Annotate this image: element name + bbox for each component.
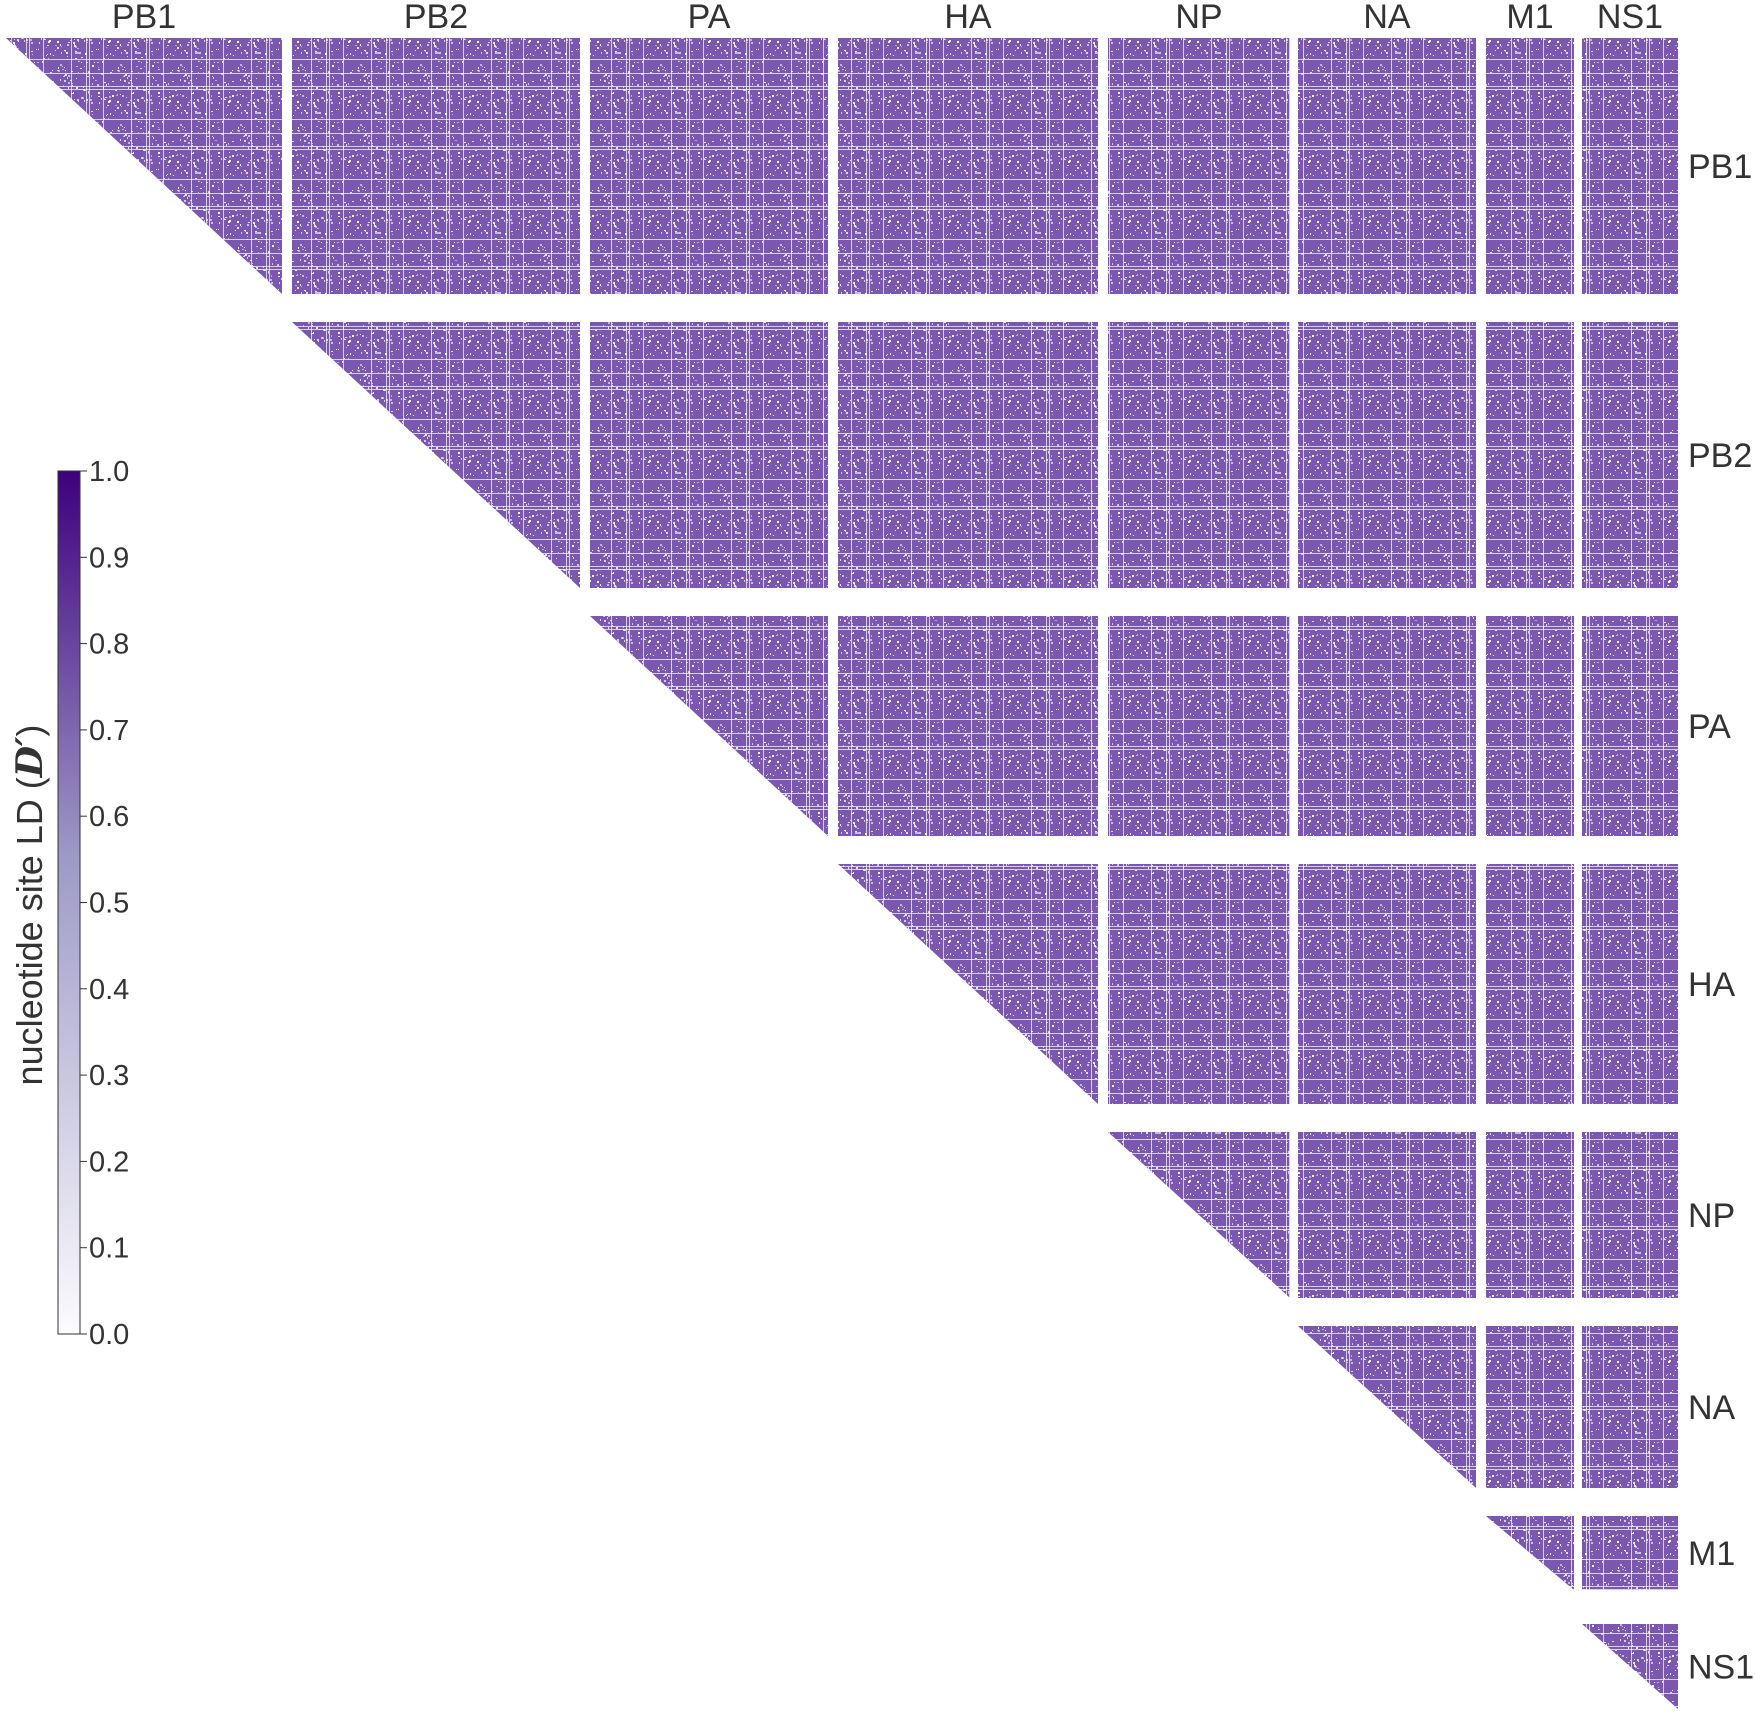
- block-pa-na: [1298, 616, 1476, 836]
- block-pa-pa: [590, 616, 828, 836]
- top-label-na: NA: [1363, 0, 1411, 36]
- colorbar-gradient: [57, 470, 81, 1335]
- right-label-m1: M1: [1688, 1535, 1735, 1573]
- colorbar-tick-label: 0.9: [89, 542, 129, 574]
- block-pa-ns1: [1582, 616, 1678, 836]
- block-pa-m1: [1486, 616, 1574, 836]
- block-pb2-pa: [590, 322, 828, 588]
- colorbar-tick-label: 0.4: [89, 974, 129, 1006]
- colorbar-title-symbol: D′: [9, 736, 51, 778]
- colorbar-tick-label: 0.6: [89, 801, 129, 833]
- block-na-ns1: [1582, 1326, 1678, 1488]
- colorbar-title-close: ): [9, 725, 50, 737]
- block-pb2-ns1: [1582, 322, 1678, 588]
- block-np-m1: [1486, 1132, 1574, 1298]
- colorbar-tick-label: 0.7: [89, 715, 129, 747]
- heatmap-blocks: [6, 38, 1678, 1709]
- right-label-pa: PA: [1688, 708, 1731, 746]
- block-pb1-pa: [590, 38, 828, 294]
- block-pb2-np: [1108, 322, 1290, 588]
- block-pb2-m1: [1486, 322, 1574, 588]
- block-na-na: [1298, 1326, 1476, 1488]
- block-pb1-ha: [838, 38, 1098, 294]
- block-pb1-ns1: [1582, 38, 1678, 294]
- block-pb1-m1: [1486, 38, 1574, 294]
- right-label-ha: HA: [1688, 966, 1736, 1004]
- top-label-pa: PA: [688, 0, 731, 36]
- block-ha-np: [1108, 864, 1290, 1104]
- block-pb1-na: [1298, 38, 1476, 294]
- colorbar-tick-label: 0.2: [89, 1146, 129, 1178]
- block-pb2-na: [1298, 322, 1476, 588]
- block-pb2-ha: [838, 322, 1098, 588]
- top-label-pb1: PB1: [112, 0, 176, 36]
- colorbar-title-text: nucleotide site LD (: [9, 777, 50, 1085]
- colorbar-tick-label: 0.1: [89, 1233, 129, 1265]
- block-np-na: [1298, 1132, 1476, 1298]
- block-np-np: [1108, 1132, 1290, 1298]
- block-ns1-ns1: [1582, 1624, 1678, 1709]
- block-na-m1: [1486, 1326, 1574, 1488]
- colorbar-tick-label: 0.8: [89, 629, 129, 661]
- colorbar-ticks: 0.0 0.1 0.2 0.3 0.4 0.5 0.6 0.7 0.8 0.9 1.0: [80, 456, 129, 1351]
- top-label-pb2: PB2: [404, 0, 468, 36]
- right-label-ns1: NS1: [1688, 1649, 1754, 1687]
- right-label-pb1: PB1: [1688, 148, 1752, 186]
- right-label-np: NP: [1688, 1197, 1735, 1235]
- block-pb1-pb1: [6, 38, 282, 294]
- block-ha-ns1: [1582, 864, 1678, 1104]
- top-segment-labels: PB1 PB2 PA HA NP NA M1 NS1: [112, 0, 1663, 36]
- top-label-np: NP: [1175, 0, 1222, 36]
- colorbar-tick-label: 0.0: [89, 1319, 129, 1351]
- block-pb1-np: [1108, 38, 1290, 294]
- top-label-ns1: NS1: [1597, 0, 1663, 36]
- block-np-ns1: [1582, 1132, 1678, 1298]
- colorbar: 0.0 0.1 0.2 0.3 0.4 0.5 0.6 0.7 0.8 0.9 1.0 nucleo…: [9, 456, 129, 1351]
- colorbar-tick-label: 0.3: [89, 1060, 129, 1092]
- top-label-m1: M1: [1506, 0, 1553, 36]
- right-segment-labels: PB1 PB2 PA HA NP NA M1 NS1: [1688, 148, 1754, 1687]
- block-ha-na: [1298, 864, 1476, 1104]
- block-m1-ns1: [1582, 1516, 1678, 1590]
- block-m1-m1: [1486, 1516, 1574, 1590]
- block-pa-np: [1108, 616, 1290, 836]
- block-ha-ha: [838, 864, 1098, 1104]
- right-label-pb2: PB2: [1688, 437, 1752, 475]
- block-pb2-pb2: [292, 322, 580, 588]
- colorbar-tick-label: 0.5: [89, 888, 129, 920]
- block-ha-m1: [1486, 864, 1574, 1104]
- colorbar-title: nucleotide site LD (D′): [9, 725, 51, 1086]
- colorbar-tick-label: 1.0: [89, 456, 129, 488]
- block-pa-ha: [838, 616, 1098, 836]
- right-label-na: NA: [1688, 1389, 1736, 1427]
- top-label-ha: HA: [944, 0, 992, 36]
- block-pb1-pb2: [292, 38, 580, 294]
